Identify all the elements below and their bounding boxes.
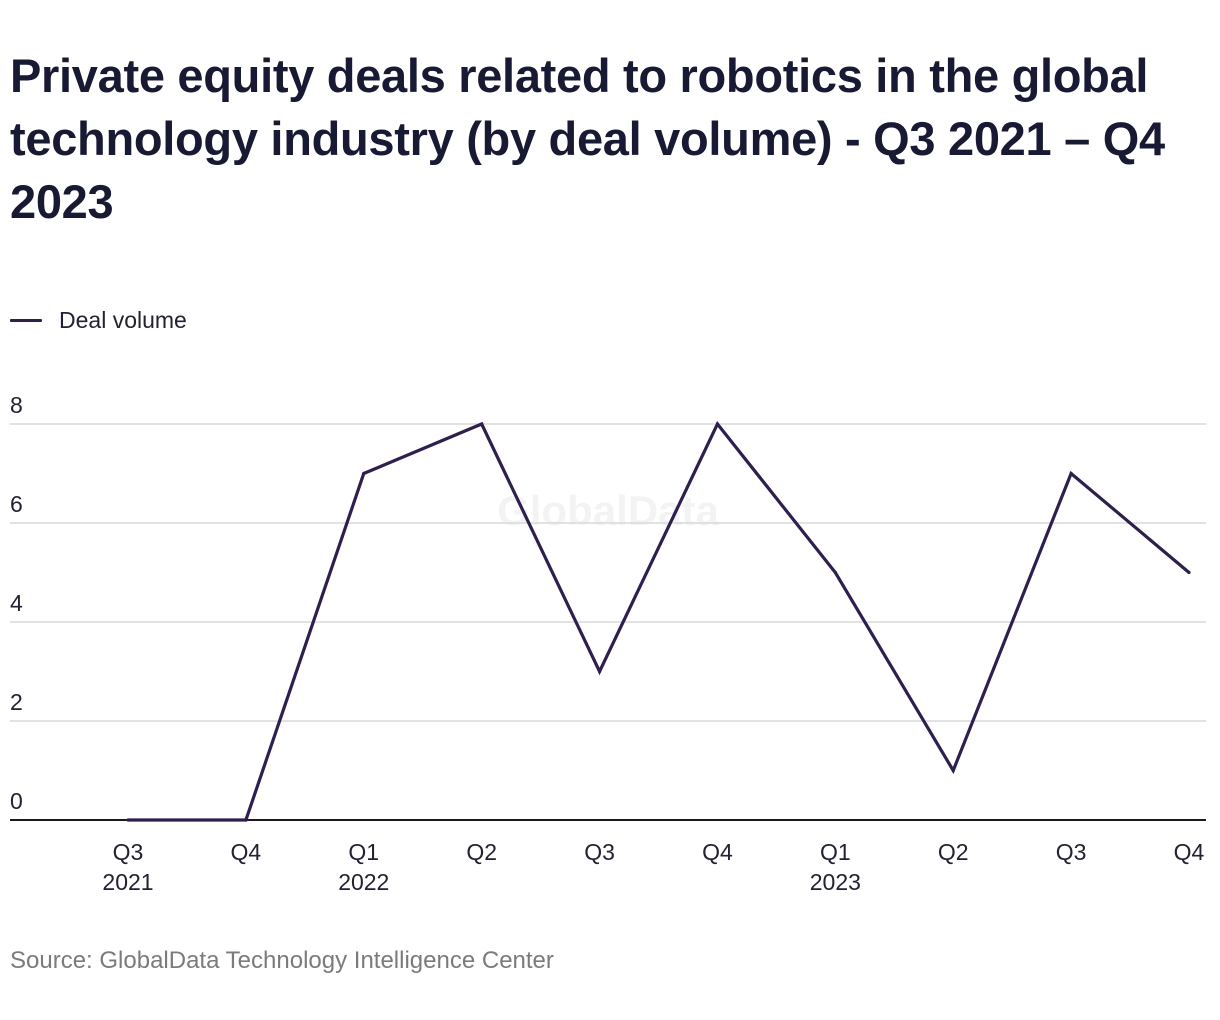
x-tick-year-0: 2021 <box>102 869 153 895</box>
x-tick-year-2: 2022 <box>338 869 389 895</box>
y-tick-label-2: 2 <box>10 689 23 715</box>
legend-label-deal-volume: Deal volume <box>59 307 187 333</box>
x-tick-label-8: Q3 <box>1056 839 1087 865</box>
data-point-9 <box>1187 570 1191 575</box>
data-point-0 <box>126 818 130 822</box>
chart-title: Private equity deals related to robotics… <box>10 49 1165 228</box>
series-line-0 <box>128 420 1191 822</box>
data-point-1 <box>244 818 248 822</box>
x-tick-year-6: 2023 <box>810 869 861 895</box>
data-point-5 <box>715 422 720 426</box>
data-point-2 <box>362 471 366 476</box>
legend: Deal volume <box>10 307 187 334</box>
x-tick-label-1: Q4 <box>231 839 262 865</box>
x-tick-label-5: Q4 <box>702 839 733 865</box>
y-tick-label-0: 0 <box>10 788 23 814</box>
x-tick-label-7: Q2 <box>938 839 969 865</box>
y-tick-label-6: 6 <box>10 491 23 517</box>
x-tick-label-4: Q3 <box>584 839 615 865</box>
x-tick-label-3: Q2 <box>466 839 497 865</box>
x-tick-label-2: Q1 <box>348 839 379 865</box>
data-point-4 <box>597 669 602 674</box>
y-tick-label-4: 4 <box>10 590 23 616</box>
source-note: Source: GlobalData Technology Intelligen… <box>10 947 554 974</box>
data-point-6 <box>833 570 837 575</box>
x-tick-label-0: Q3 <box>113 839 144 865</box>
y-tick-label-8: 8 <box>10 392 23 418</box>
x-tick-label-9: Q4 <box>1174 839 1205 865</box>
data-point-8 <box>1069 471 1073 476</box>
x-tick-label-6: Q1 <box>820 839 851 865</box>
data-point-3 <box>480 422 484 426</box>
data-point-7 <box>951 768 955 773</box>
legend-swatch <box>10 319 42 322</box>
